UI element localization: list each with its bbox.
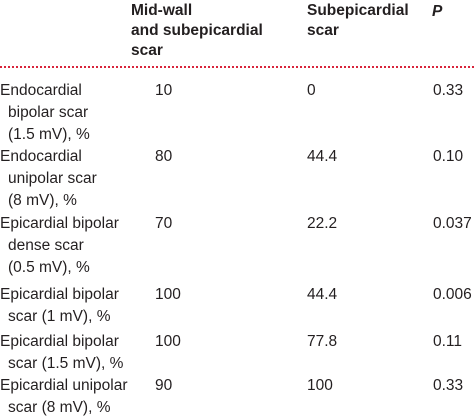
row-label-line: dense scar (8, 237, 84, 254)
row-label: Endocardial bipolar scar (1.5 mV), % (0, 80, 132, 146)
header-subepicardial: Subepicardial scar (307, 1, 427, 41)
row-label-line: unipolar scar (8, 170, 97, 187)
p-value: 0.10 (433, 148, 464, 165)
subepicardial-value: 77.8 (307, 333, 338, 350)
row-label-line: Epicardial unipolar (0, 377, 128, 394)
row-label-line: scar (1 mV), % (8, 308, 111, 325)
p-value: 0.33 (433, 82, 464, 99)
p-value: 0.11 (433, 333, 463, 350)
p-value: 0.037 (433, 215, 472, 232)
subepicardial-value: 22.2 (307, 215, 338, 232)
header-mid-wall-line: and subepicardial (131, 22, 263, 39)
mid-wall-value: 100 (155, 333, 181, 350)
row-label: Epicardial unipolar scar (8 mV), % (0, 375, 132, 419)
header-subepicardial-line: scar (307, 22, 339, 39)
header-subepicardial-line: Subepicardial (307, 2, 409, 19)
header-mid-wall-line: Mid-wall (131, 2, 193, 19)
p-value: 0.006 (433, 286, 472, 303)
mid-wall-value: 70 (155, 215, 173, 232)
subepicardial-value: 100 (307, 377, 333, 394)
row-label-line: Endocardial (0, 148, 82, 165)
row-label: Epicardial bipolar scar (1 mV), % (0, 284, 132, 328)
subepicardial-value: 0 (307, 82, 316, 99)
subepicardial-value: 44.4 (307, 286, 338, 303)
mid-wall-value: 90 (155, 377, 173, 394)
row-label-line: (1.5 mV), % (8, 126, 90, 143)
subepicardial-value: 44.4 (307, 148, 338, 165)
header-divider (0, 66, 474, 68)
row-label-line: scar (1.5 mV), % (8, 355, 124, 372)
row-label-line: Endocardial (0, 82, 82, 99)
header-mid-wall: Mid-wall and subepicardial scar (131, 1, 301, 61)
row-label-line: bipolar scar (8, 104, 89, 121)
mid-wall-value: 100 (155, 286, 181, 303)
mid-wall-value: 80 (155, 148, 173, 165)
row-label-line: (0.5 mV), % (8, 259, 90, 276)
header-p-value: P (432, 3, 443, 20)
row-label: Endocardial unipolar scar (8 mV), % (0, 146, 132, 212)
row-label-line: Epicardial bipolar (0, 333, 119, 350)
row-label: Epicardial bipolar scar (1.5 mV), % (0, 331, 132, 375)
row-label-line: scar (8 mV), % (8, 399, 111, 416)
row-label: Epicardial bipolar dense scar (0.5 mV), … (0, 213, 132, 279)
row-label-line: (8 mV), % (8, 192, 77, 209)
header-mid-wall-line: scar (131, 42, 163, 59)
p-value: 0.33 (433, 377, 464, 394)
mid-wall-value: 10 (155, 82, 173, 99)
row-label-line: Epicardial bipolar (0, 215, 119, 232)
row-label-line: Epicardial bipolar (0, 286, 119, 303)
